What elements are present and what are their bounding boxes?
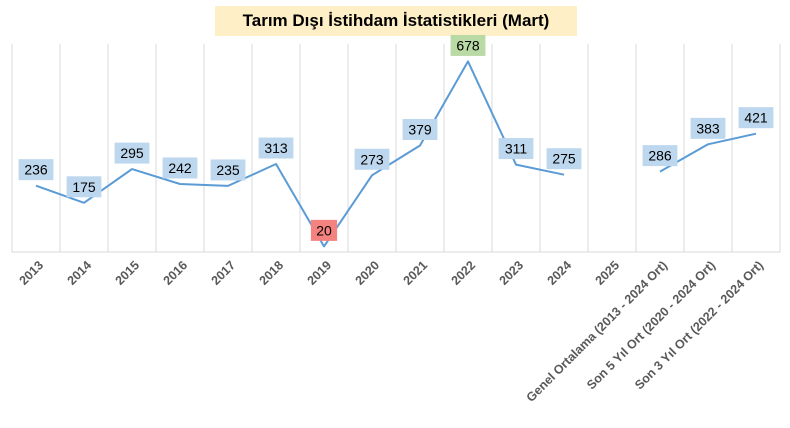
data-label-value: 236	[24, 162, 48, 178]
data-label-box	[690, 117, 726, 139]
data-label-value: 313	[264, 140, 288, 156]
data-label: 175	[66, 176, 102, 198]
data-label-box	[498, 138, 534, 160]
data-label-value: 286	[648, 148, 672, 164]
data-label-value: 678	[456, 37, 480, 53]
data-label: 286	[642, 145, 678, 167]
data-label: 311	[498, 138, 534, 160]
x-tick-label: 2018	[257, 258, 287, 288]
x-tick-label: 2024	[545, 258, 575, 288]
x-tick-label: 2014	[65, 258, 95, 288]
x-tick-label: 2017	[209, 258, 239, 288]
data-label: 236	[18, 159, 54, 181]
data-label-value: 383	[696, 120, 720, 136]
data-label: 383	[690, 117, 726, 139]
x-tick-label: 2020	[353, 258, 383, 288]
x-tick-label: 2013	[17, 258, 47, 288]
data-label-value: 175	[72, 179, 96, 195]
x-tick-label: 2022	[449, 258, 479, 288]
data-label-box	[18, 159, 54, 181]
x-tick-label: 2019	[305, 258, 335, 288]
data-label: 678	[450, 34, 486, 56]
data-label: 313	[258, 137, 294, 159]
data-label-box	[162, 157, 198, 179]
data-label-value: 235	[216, 162, 240, 178]
x-tick-label: 2025	[593, 258, 623, 288]
data-label-value: 242	[168, 160, 192, 176]
data-label: 20	[310, 219, 338, 241]
data-label-value: 275	[552, 151, 576, 167]
x-tick-label: 2021	[401, 258, 431, 288]
data-label-box	[210, 159, 246, 181]
data-label-value: 379	[408, 121, 432, 137]
data-label: 242	[162, 157, 198, 179]
data-label: 295	[114, 142, 150, 164]
data-label-value: 273	[360, 151, 384, 167]
data-label-value: 20	[316, 222, 332, 238]
data-label-box	[642, 145, 678, 167]
data-label-box	[354, 148, 390, 170]
x-tick-label: 2023	[497, 258, 527, 288]
series-line	[35, 60, 565, 248]
data-label: 273	[354, 148, 390, 170]
data-label-box	[114, 142, 150, 164]
data-label: 421	[738, 107, 774, 129]
data-label-box	[66, 176, 102, 198]
data-label-box	[546, 148, 582, 170]
data-label-box	[310, 219, 338, 241]
x-tick-label: 2015	[113, 258, 143, 288]
data-label: 235	[210, 159, 246, 181]
data-label: 379	[402, 118, 438, 140]
data-label-box	[738, 107, 774, 129]
data-label-value: 421	[744, 110, 768, 126]
data-label-box	[402, 118, 438, 140]
chart-title: Tarım Dışı İstihdam İstatistikleri (Mart…	[215, 6, 577, 36]
x-tick-label: 2016	[161, 258, 191, 288]
data-label-value: 295	[120, 145, 144, 161]
data-label: 275	[546, 148, 582, 170]
data-label-box	[258, 137, 294, 159]
data-label-box	[450, 34, 486, 56]
data-label-value: 311	[505, 141, 528, 157]
